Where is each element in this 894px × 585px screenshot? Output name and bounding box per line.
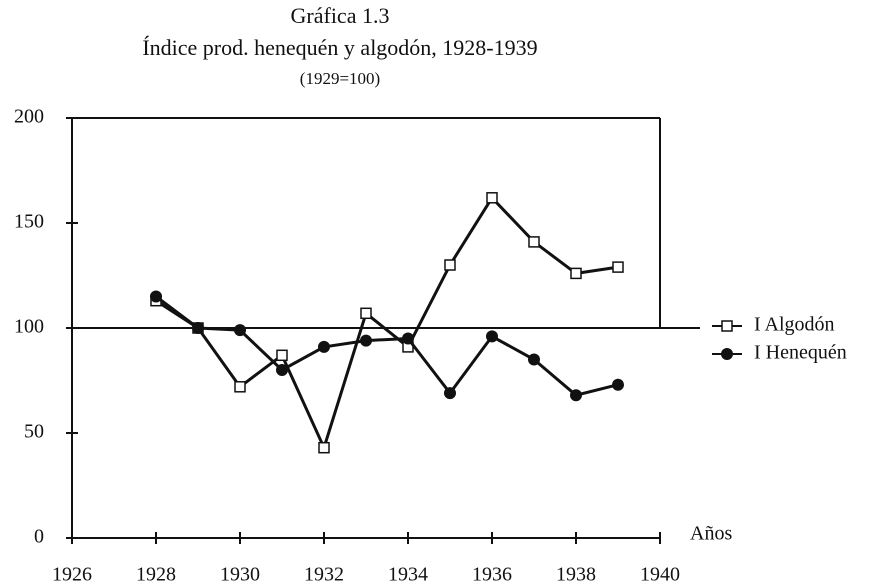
x-tick-label: 1930	[220, 564, 260, 585]
chart-note: (1929=100)	[300, 69, 380, 88]
x-axis-label: Años	[690, 523, 732, 545]
y-tick-label: 0	[34, 526, 44, 548]
series-marker	[234, 324, 246, 337]
x-tick-label: 1936	[472, 564, 512, 585]
x-tick-label: 1938	[556, 564, 596, 585]
series-marker	[528, 236, 540, 248]
legend-label: I Algodón	[754, 314, 835, 336]
x-tick-label: 1932	[304, 564, 344, 585]
legend-marker	[721, 348, 733, 360]
series-marker	[234, 381, 246, 393]
x-tick-label: 1934	[388, 564, 428, 585]
chart-subtitle: Índice prod. henequén y algodón, 1928-19…	[142, 35, 537, 60]
series-marker	[444, 259, 456, 271]
series-line	[155, 295, 619, 397]
series-marker	[570, 267, 582, 280]
series-marker	[360, 334, 372, 347]
series-marker	[318, 441, 330, 454]
x-tick-label: 1926	[52, 564, 92, 585]
legend-label: I Henequén	[754, 342, 847, 364]
series-marker	[612, 378, 624, 391]
series-marker	[318, 340, 330, 353]
y-tick-label: 150	[14, 211, 44, 233]
series-line	[155, 195, 619, 452]
y-tick-label: 200	[14, 106, 44, 128]
x-tick-label: 1940	[640, 564, 680, 585]
chart-title: Gráfica 1.3	[291, 3, 390, 28]
series-marker	[444, 387, 456, 400]
series-marker	[276, 364, 288, 376]
series-marker	[612, 261, 624, 273]
series-marker	[402, 332, 414, 345]
series-marker	[192, 322, 204, 334]
legend-marker	[721, 320, 733, 332]
series-marker	[528, 353, 540, 366]
series-marker	[486, 192, 498, 204]
y-tick-label: 100	[14, 316, 44, 338]
series-marker	[150, 290, 162, 303]
series-marker	[486, 330, 498, 343]
series-marker	[276, 349, 288, 362]
y-tick-label: 50	[24, 421, 44, 443]
x-tick-label: 1928	[136, 564, 176, 585]
series-marker	[570, 389, 582, 402]
series-marker	[360, 307, 372, 320]
